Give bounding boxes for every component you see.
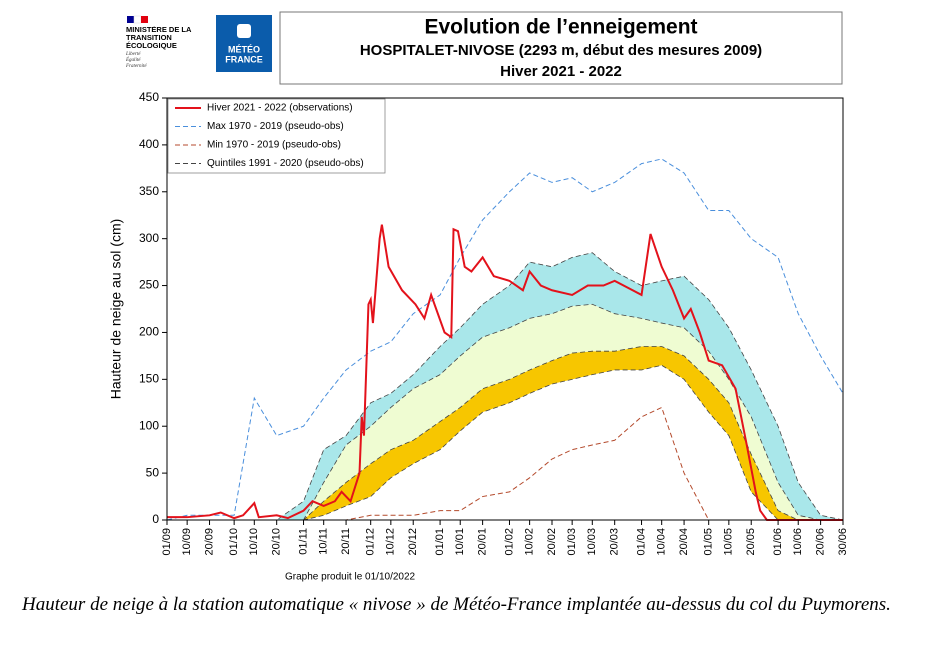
x-tick-label: 10/04 [656,528,668,556]
x-tick-label: 20/02 [546,528,558,556]
y-tick-label: 100 [139,418,159,432]
legend-label: Max 1970 - 2019 (pseudo-obs) [207,121,344,132]
x-tick-label: 20/03 [609,528,621,556]
chart: MINISTÈRE DE LA TRANSITION ÉCOLOGIQUE Li… [108,11,849,583]
y-tick-label: 250 [139,278,159,292]
y-tick-label: 200 [139,325,159,339]
legend-label: Hiver 2021 - 2022 (observations) [207,103,353,114]
x-tick-label: 10/11 [318,528,330,555]
meteo-icon [237,24,251,38]
legend-label: Quintiles 1991 - 2020 (pseudo-obs) [207,158,364,169]
x-tick-label: 10/02 [524,528,536,556]
x-tick-label: 20/06 [815,528,827,556]
x-tick-label: 10/05 [723,528,735,556]
x-tick-label: 20/05 [745,528,757,556]
x-tick-label: 20/01 [477,528,489,556]
flag-red [141,16,148,23]
ministry-box: MINISTÈRE DE LA TRANSITION ÉCOLOGIQUE Li… [126,26,192,69]
chart-period: Hiver 2021 - 2022 [500,63,622,80]
x-tick-label: 01/05 [703,528,715,556]
series-line [167,224,843,521]
bands [167,252,843,520]
motto: Liberté Égalité Fraternité [126,52,147,69]
header-box [279,11,843,85]
legend-box [167,98,386,174]
x-tick-label: 01/01 [434,528,446,556]
x-tick-label: 01/10 [228,528,240,556]
caption: Hauteur de neige à la station automatiqu… [22,594,891,615]
lines [166,158,844,521]
x-tick-label: 10/12 [385,528,397,556]
series-line [167,346,843,521]
plot-frame [166,97,844,521]
y-tick-label: 50 [146,465,160,479]
y-tick-label: 150 [139,372,159,386]
x-tick-label: 20/10 [271,528,283,556]
x-tick-label: 20/09 [203,528,215,556]
x-tick-label: 01/12 [365,528,377,556]
y-tick-label: 0 [152,512,159,526]
series-line [166,158,844,521]
chart-title: Evolution de l’enneigement [424,16,697,39]
x-tick-label: 01/06 [772,528,784,556]
ministry-name: MINISTÈRE DE LA TRANSITION ÉCOLOGIQUE [126,26,192,50]
flag-white [133,15,142,24]
series-line [167,364,843,521]
chart-subtitle: HOSPITALET-NIVOSE (2293 m, début des mes… [360,42,762,59]
x-tick-label: 01/11 [297,528,309,555]
quintile-band [167,304,843,520]
x-tick-label: 20/04 [678,528,690,556]
flag-blue [127,16,134,23]
y-tick-label: 400 [139,137,159,151]
x-tick-label: 20/11 [340,528,352,555]
x-tick-label: 01/02 [503,528,515,556]
x-tick-label: 10/01 [454,528,466,556]
x-tick-label: 01/03 [566,528,578,556]
x-tick-label: 01/04 [635,528,647,556]
x-tick-label: 20/12 [407,528,419,556]
series-line [167,252,844,521]
meteo-text: MÉTÉO [228,44,260,54]
y-tick-label: 300 [139,231,159,245]
series-line [167,303,843,521]
x-tick-label: 30/06 [837,528,849,556]
x-tick-label: 10/10 [248,528,260,556]
quintile-band [167,346,843,520]
x-tick-label: 10/09 [181,528,193,556]
quintile-band [167,252,843,520]
y-tick-label: 450 [139,90,159,104]
y-axis-label: Hauteur de neige au sol (cm) [108,219,124,400]
y-tick-label: 350 [139,184,159,198]
x-tick-label: 10/06 [792,528,804,556]
note: Graphe produit le 01/10/2022 [285,572,416,583]
x-tick-label: 01/09 [161,528,173,556]
meteo-text: FRANCE [225,54,263,64]
x-tick-label: 10/03 [586,528,598,556]
legend-label: Min 1970 - 2019 (pseudo-obs) [207,140,341,151]
